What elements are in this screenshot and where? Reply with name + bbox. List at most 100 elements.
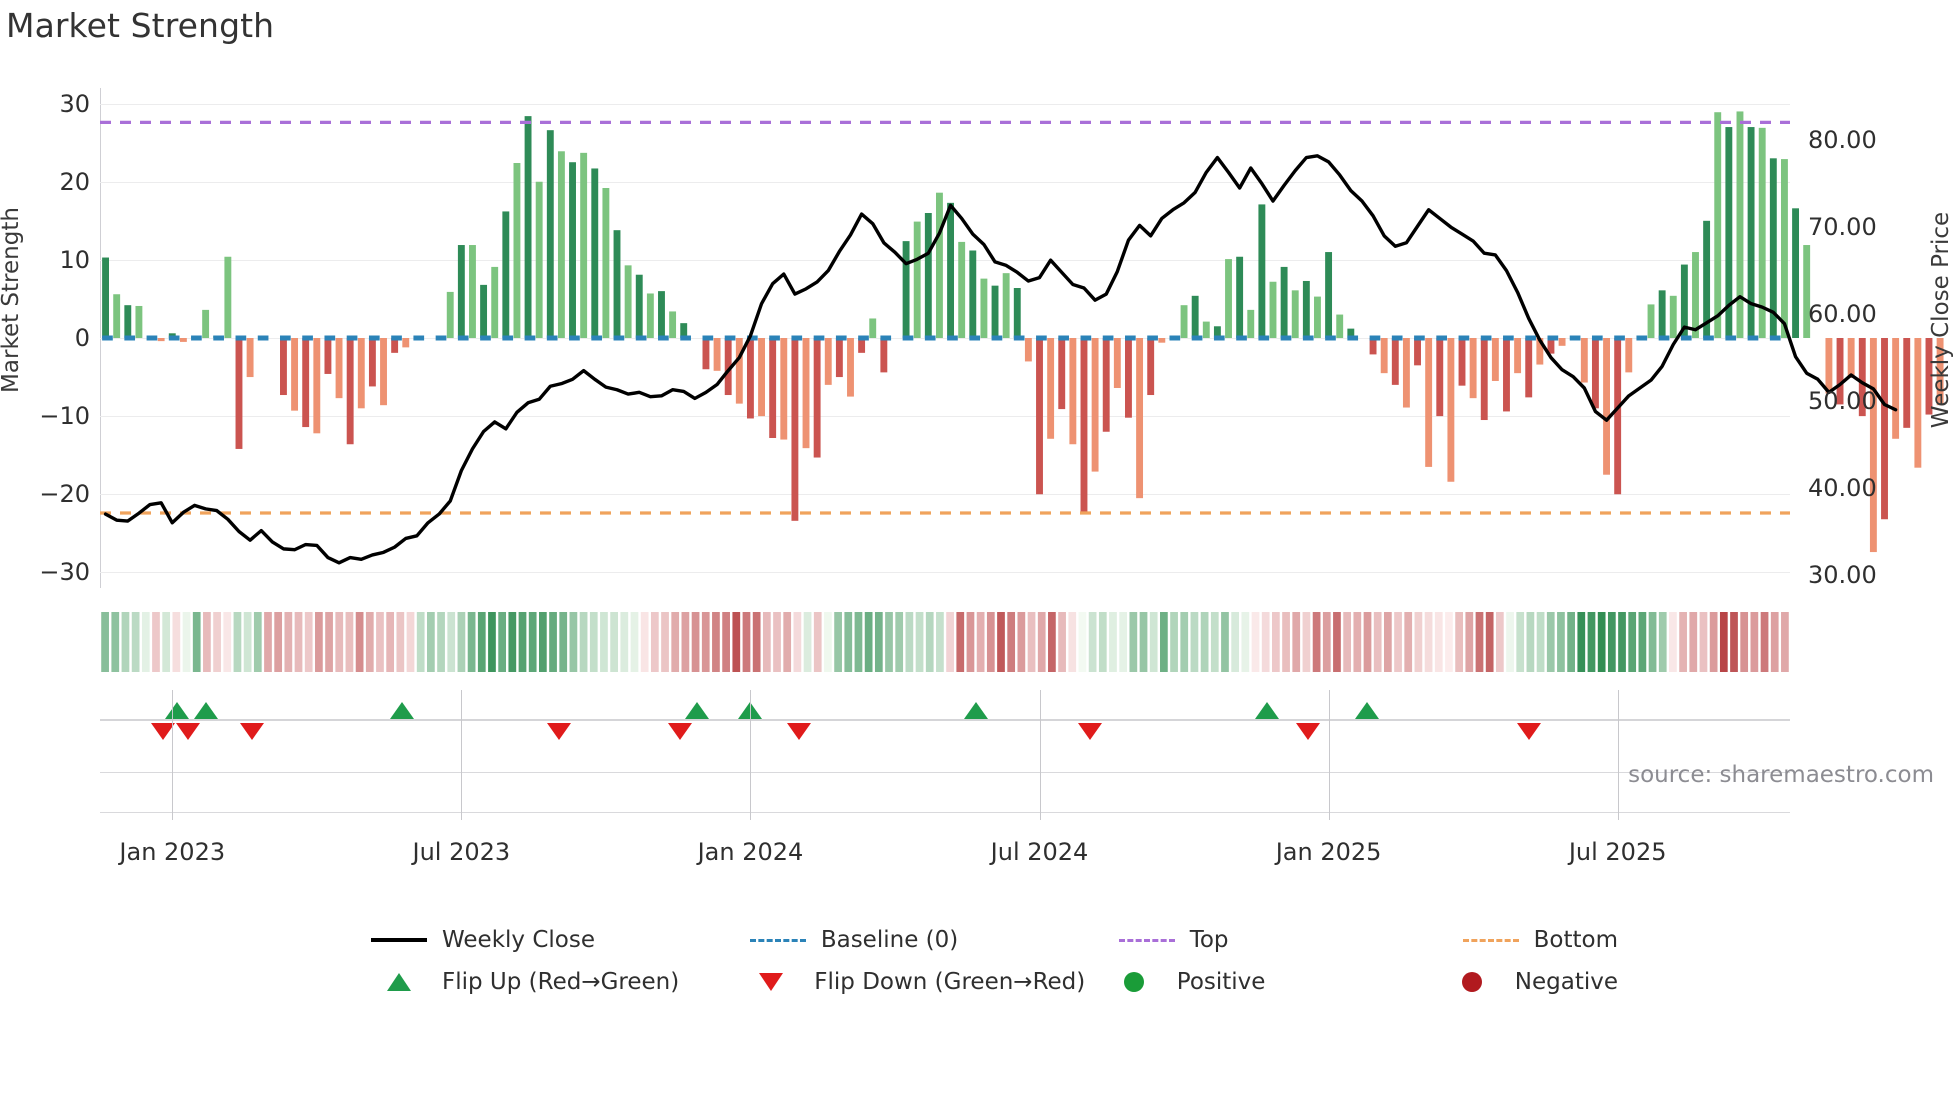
strength-bar [1013,288,1021,338]
page-title: Market Strength [6,6,275,45]
heat-strip-cell [1526,612,1535,672]
legend-item-negative[interactable]: Negative [1441,969,1618,995]
heat-strip-cell [223,612,232,672]
heat-strip-cell [681,612,690,672]
heat-strip-cell [131,612,140,672]
strength-bar [1247,309,1255,338]
baseline-segment [769,335,780,341]
heat-strip-cell [1037,612,1046,672]
strength-bar [813,338,821,458]
strength-bar [858,338,866,353]
baseline-segment [1102,335,1114,341]
x-tick-mark [1039,690,1041,820]
legend-label: Weekly Close [442,927,595,953]
x-tick-label: Jul 2023 [412,838,511,866]
strength-bar [1892,338,1900,439]
strength-bar [1091,338,1099,472]
heat-strip-cell [762,612,771,672]
strength-bar [1047,338,1055,439]
strength-bar [480,284,488,338]
heat-strip-cell [1363,612,1372,672]
heat-strip-cell [1139,612,1148,672]
heat-strip-cell [793,612,802,672]
baseline-segment [1614,335,1625,341]
strength-bar [580,152,588,338]
heat-strip-cell [1088,612,1097,672]
strength-bar [1002,273,1010,338]
strength-bar [280,338,287,396]
legend-row-1: Weekly Close Baseline (0) Top Bottom [368,920,1618,960]
heat-strip-cell [386,612,395,672]
legend-label: Negative [1514,969,1618,995]
heat-strip-cell [895,612,904,672]
heat-strip-cell [1648,612,1657,672]
heat-strip-cell [406,612,415,672]
strength-bar [1036,338,1043,495]
heat-strip-cell [1109,612,1117,672]
strength-bar [546,130,554,338]
strength-bar [1436,338,1444,417]
heat-strip-cell [1679,612,1687,672]
heat-strip-cell [457,612,466,672]
baseline-segment [1147,335,1158,341]
legend-item-weekly-close[interactable]: Weekly Close [368,927,747,953]
baseline-segment [502,335,514,341]
strength-bar [1869,338,1877,553]
baseline-segment [146,335,158,341]
baseline-segment [791,335,803,341]
baseline-segment [1458,335,1470,341]
strength-bar [1325,252,1333,338]
legend-item-bottom[interactable]: Bottom [1460,927,1618,953]
x-tick-mark [461,690,463,820]
baseline-segment [546,335,558,341]
heat-strip-cell [253,612,262,672]
solid-line-icon [368,938,430,942]
heat-strip-cell [1119,612,1128,672]
strength-bar [1580,338,1588,383]
legend-item-positive[interactable]: Positive [1103,969,1441,995]
heat-strip-cell [773,612,781,672]
strength-bar [179,338,187,342]
legend-item-flip-up[interactable]: Flip Up (Red→Green) [368,969,740,995]
heat-strip-cell [437,612,445,672]
heat-strip-cell [325,612,333,672]
baseline-segment [1591,335,1603,341]
heat-strip-cell [427,612,435,672]
gridline [100,259,1790,261]
heat-strip-cell [1322,612,1331,672]
y-axis-right-label: Weekly Close Price [1928,211,1954,429]
heat-strip-cell [1394,612,1402,672]
heat-strip-cell [559,612,568,672]
heat-strip-cell [1638,612,1647,672]
heat-strip-cell [1567,612,1575,672]
legend-item-top[interactable]: Top [1116,927,1460,953]
baseline-segment [1569,335,1581,341]
flip-up-marker [737,702,762,719]
strength-bar [157,338,165,342]
heat-strip-cell [936,612,944,672]
strength-bar [1102,338,1110,432]
heat-strip-cell [1343,612,1352,672]
baseline-segment [1213,335,1225,341]
heat-strip-cell [1353,612,1362,672]
strength-bar [1491,338,1499,381]
strength-bar [313,338,321,434]
strength-bar [102,257,110,338]
flip-down-marker [786,723,811,740]
legend-row-2: Flip Up (Red→Green) Flip Down (Green→Red… [368,962,1618,1002]
gridline [100,572,1790,574]
baseline-segment [1658,335,1670,341]
baseline-segment [880,335,892,341]
baseline-segment [1280,335,1292,341]
baseline-segment [1725,335,1737,341]
heat-strip-cell [752,612,761,672]
heat-strip-cell [1048,612,1056,672]
heat-strip-cell [905,612,914,672]
x-tick-label: Jan 2023 [119,838,226,866]
source-annotation: source: sharemaestro.com [1628,762,1934,788]
legend-item-baseline[interactable]: Baseline (0) [747,927,1116,953]
strength-bar [402,338,410,348]
strength-bar [235,338,243,449]
legend-item-flip-down[interactable]: Flip Down (Green→Red) [740,969,1102,995]
heat-strip-cell [1516,612,1525,672]
